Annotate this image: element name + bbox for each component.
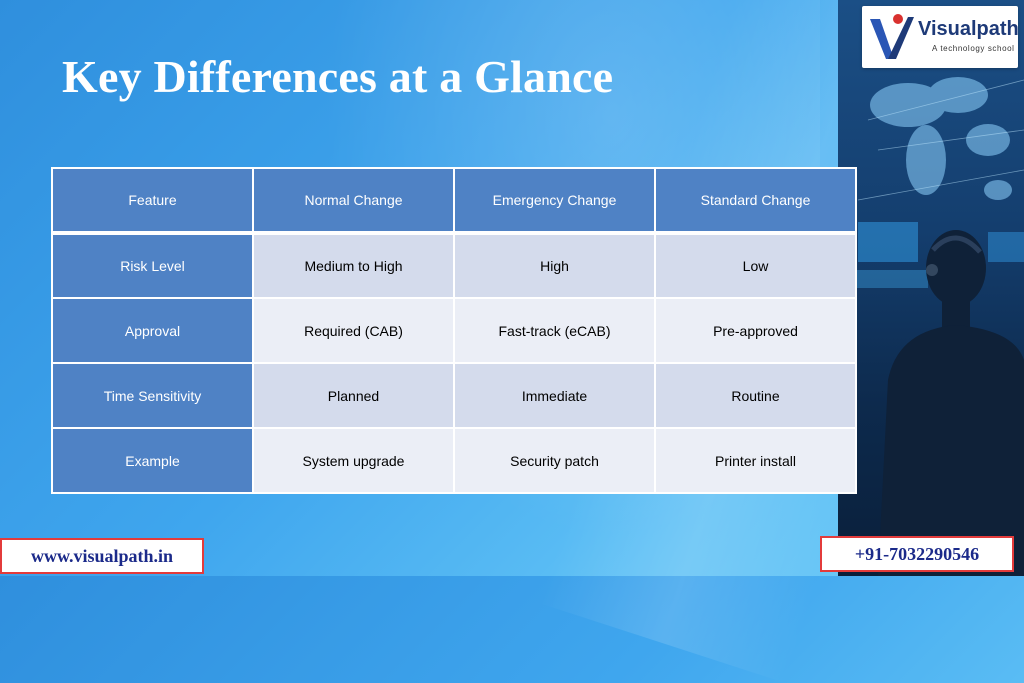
table-cell: Low — [654, 232, 857, 299]
logo-tagline: A technology school — [932, 44, 1015, 53]
table-header-row: Feature Normal Change Emergency Change S… — [51, 167, 857, 235]
table-cell: System upgrade — [252, 427, 455, 494]
row-label-risk-level: Risk Level — [51, 232, 254, 299]
header-cell-normal-change: Normal Change — [252, 167, 455, 235]
table-cell: Security patch — [453, 427, 656, 494]
slide-title: Key Differences at a Glance — [62, 51, 614, 102]
table-row: Time Sensitivity Planned Immediate Routi… — [51, 362, 857, 429]
comparison-table: Feature Normal Change Emergency Change S… — [51, 167, 857, 494]
logo-name: Visualpath — [918, 18, 1019, 40]
table-row: Approval Required (CAB) Fast-track (eCAB… — [51, 297, 857, 364]
table-cell: Printer install — [654, 427, 857, 494]
decorative-photo — [838, 0, 1024, 576]
table-row: Example System upgrade Security patch Pr… — [51, 427, 857, 494]
table-cell: Pre-approved — [654, 297, 857, 364]
website-link[interactable]: www.visualpath.in — [0, 538, 204, 574]
header-cell-standard-change: Standard Change — [654, 167, 857, 235]
table-cell: Planned — [252, 362, 455, 429]
table-cell: Routine — [654, 362, 857, 429]
header-cell-emergency-change: Emergency Change — [453, 167, 656, 235]
table-row: Risk Level Medium to High High Low — [51, 232, 857, 299]
visualpath-logo: Visualpath A technology school — [862, 6, 1019, 68]
phone-number[interactable]: +91-7032290546 — [820, 536, 1014, 572]
table-cell: High — [453, 232, 656, 299]
table-cell: Immediate — [453, 362, 656, 429]
row-label-approval: Approval — [51, 297, 254, 364]
operator-at-world-map-illustration — [848, 77, 1024, 576]
row-label-time-sensitivity: Time Sensitivity — [51, 362, 254, 429]
logo-mark-icon — [870, 14, 914, 59]
table-cell: Required (CAB) — [252, 297, 455, 364]
table-cell: Fast-track (eCAB) — [453, 297, 656, 364]
table-cell: Medium to High — [252, 232, 455, 299]
header-cell-feature: Feature — [51, 167, 254, 235]
row-label-example: Example — [51, 427, 254, 494]
